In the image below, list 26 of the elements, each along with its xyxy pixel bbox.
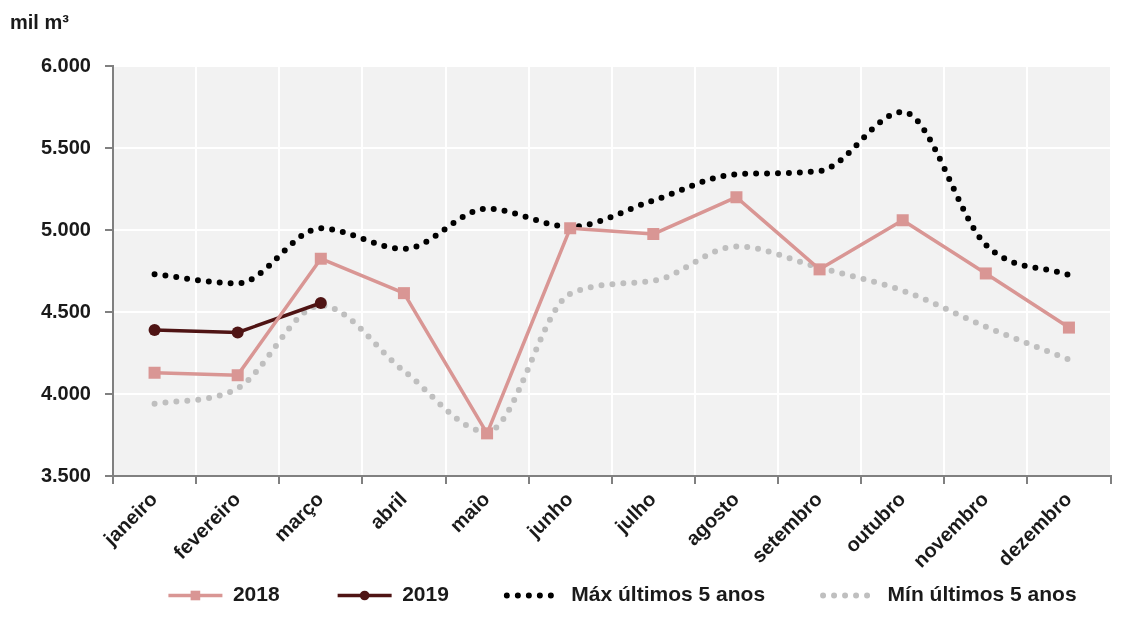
point (231, 326, 244, 339)
point (647, 228, 660, 241)
legend-label: 2019 (402, 582, 449, 606)
point (896, 214, 909, 227)
y-tick-label: 4.500 (40, 299, 91, 322)
point (314, 252, 327, 265)
point (564, 222, 577, 235)
point (314, 296, 327, 309)
legend-label: 2018 (232, 582, 280, 606)
point (148, 324, 161, 337)
y-tick-label: 4.000 (40, 381, 91, 404)
y-tick-label: 5.000 (40, 217, 91, 240)
point (979, 267, 992, 280)
point (1062, 321, 1075, 334)
point (397, 287, 410, 300)
point (231, 369, 244, 382)
y-tick-label: 3.500 (40, 463, 91, 486)
point (148, 366, 161, 379)
y-axis-title: mil m³ (10, 11, 69, 34)
point (813, 263, 826, 276)
y-tick-label: 6.000 (40, 53, 91, 76)
legend-label: Mín últimos 5 anos (887, 582, 1077, 606)
point (730, 191, 743, 204)
point (481, 427, 494, 440)
legend-label: Máx últimos 5 anos (571, 582, 766, 606)
y-tick-label: 5.500 (40, 135, 91, 158)
